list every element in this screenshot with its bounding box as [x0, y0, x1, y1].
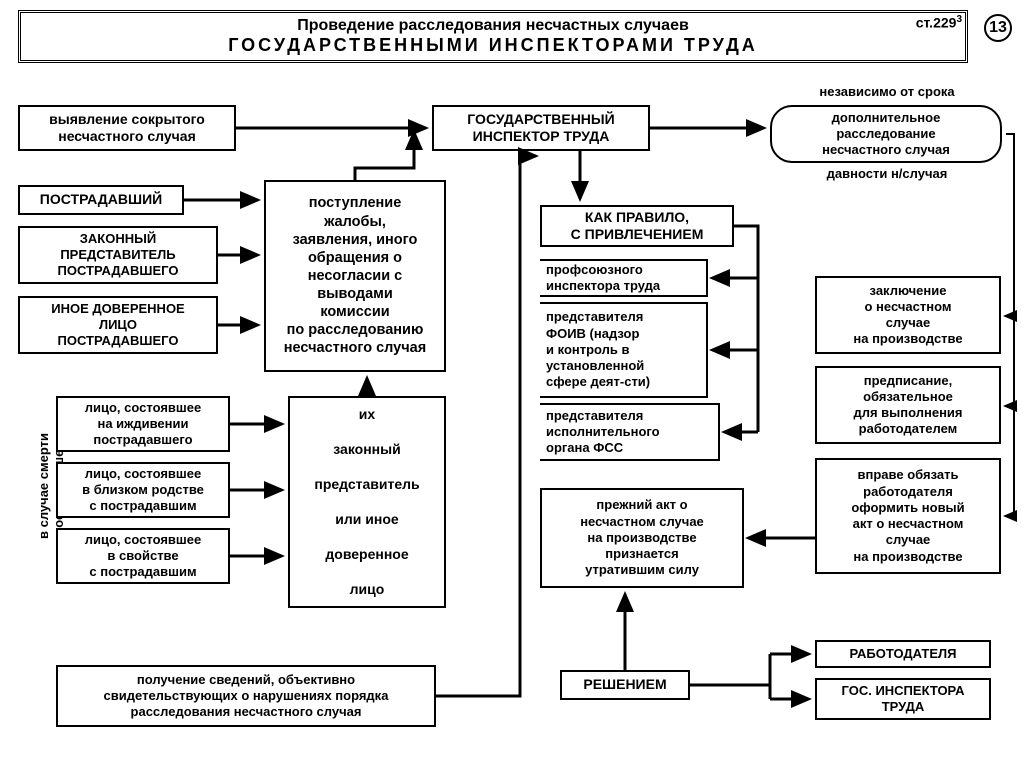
- box-gov-inspector: ГОС. ИНСПЕКТОРАТРУДА: [815, 678, 991, 720]
- header-box: Проведение расследования несчастных случ…: [18, 10, 968, 63]
- box-trusted: ИНОЕ ДОВЕРЕННОЕЛИЦОПОСТРАДАВШЕГО: [18, 296, 218, 354]
- label-above-pill: независимо от срока: [772, 84, 1002, 99]
- statute-label: ст.2293: [916, 14, 962, 31]
- box-relative: лицо, состоявшеев близком родствес постр…: [56, 462, 230, 518]
- box-their-rep: ихзаконныйпредставительили иноедоверенно…: [288, 396, 446, 608]
- box-extra-pill: дополнительноерасследованиенесчастного с…: [770, 105, 1002, 163]
- box-can-oblige: вправе обязатьработодателяоформить новый…: [815, 458, 1001, 574]
- box-foiv: представителяФОИВ (надзори контроль вуст…: [540, 302, 708, 398]
- box-order: предписание,обязательноедля выполненияра…: [815, 366, 1001, 444]
- box-old-act: прежний акт онесчастном случаена произво…: [540, 488, 744, 588]
- box-employer: РАБОТОДАТЕЛЯ: [815, 640, 991, 668]
- box-legal-rep: ЗАКОННЫЙПРЕДСТАВИТЕЛЬПОСТРАДАВШЕГО: [18, 226, 218, 284]
- box-evidence: получение сведений, объективносвидетельс…: [56, 665, 436, 727]
- header-line1: Проведение расследования несчастных случ…: [29, 17, 957, 35]
- box-decision: РЕШЕНИЕМ: [560, 670, 690, 700]
- box-inspector: ГОСУДАРСТВЕННЫЙИНСПЕКТОР ТРУДА: [432, 105, 650, 151]
- box-victim: ПОСТРАДАВШИЙ: [18, 185, 184, 215]
- header-line2: ГОСУДАРСТВЕННЫМИ ИНСПЕКТОРАМИ ТРУДА: [29, 35, 957, 56]
- box-dependent: лицо, состоявшеена иждивениипострадавшег…: [56, 396, 230, 452]
- box-conclusion: заключениео несчастномслучаена производс…: [815, 276, 1001, 354]
- box-kin: лицо, состоявшеев свойствес пострадавшим: [56, 528, 230, 584]
- box-complaint: поступлениежалобы,заявления, иногообраще…: [264, 180, 446, 372]
- box-as-rule: КАК ПРАВИЛО,С ПРИВЛЕЧЕНИЕМ: [540, 205, 734, 247]
- label-below-pill: давности н/случая: [772, 166, 1002, 181]
- box-fss: представителяисполнительногооргана ФСС: [540, 403, 720, 461]
- box-discover: выявление сокрытогонесчастного случая: [18, 105, 236, 151]
- box-union: профсоюзногоинспектора труда: [540, 259, 708, 297]
- page-number-circle: 13: [984, 14, 1012, 42]
